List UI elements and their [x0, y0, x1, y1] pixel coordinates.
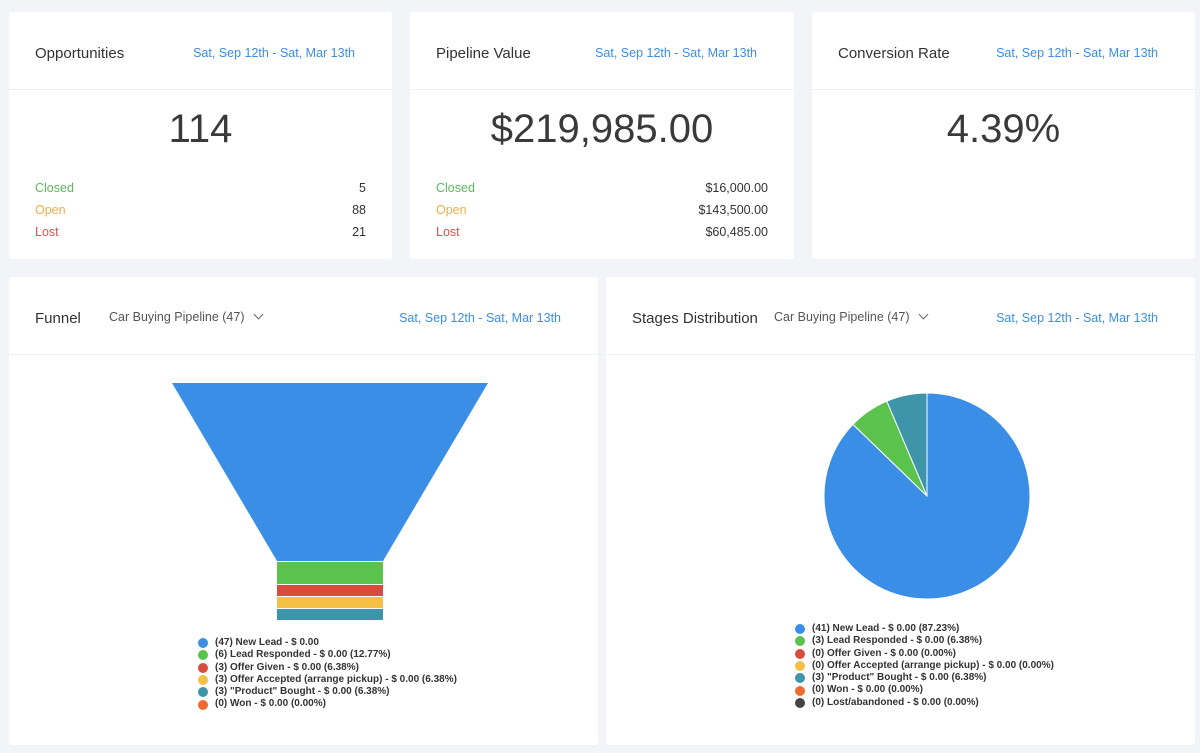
legend-dot-icon: [795, 673, 805, 684]
legend-label: (47) New Lead - $ 0.00: [215, 637, 319, 648]
stages-pie-chart: [823, 392, 1031, 600]
conversion-rate-date-range[interactable]: Sat, Sep 12th - Sat, Mar 13th: [996, 46, 1158, 60]
legend-dot-icon: [795, 697, 805, 708]
conversion-rate-card: Conversion Rate Sat, Sep 12th - Sat, Mar…: [812, 12, 1195, 259]
stages-title: Stages Distribution: [632, 310, 758, 327]
legend-dot-icon: [198, 675, 208, 686]
chevron-down-icon: [918, 309, 928, 320]
funnel-segment-2: [277, 585, 383, 596]
opportunities-stats: Closed 5 Open 88 Lost 21: [35, 177, 366, 243]
legend-item[interactable]: (3) "Product" Bought - $ 0.00 (6.38%): [795, 672, 1054, 684]
funnel-segment-1: [277, 562, 383, 584]
legend-label: (0) Won - $ 0.00 (0.00%): [812, 684, 923, 696]
lost-label: Lost: [35, 225, 59, 239]
legend-item[interactable]: (0) Offer Given - $ 0.00 (0.00%): [795, 648, 1054, 660]
legend-label: (3) "Product" Bought - $ 0.00 (6.38%): [812, 672, 987, 684]
conversion-rate-header: Conversion Rate Sat, Sep 12th - Sat, Mar…: [812, 12, 1195, 90]
open-label: Open: [35, 203, 66, 217]
legend-dot-icon: [795, 661, 805, 672]
legend-label: (3) Offer Given - $ 0.00 (6.38%): [215, 661, 359, 673]
opportunities-open-row: Open 88: [35, 199, 366, 221]
pipeline-value-title: Pipeline Value: [436, 45, 531, 62]
opportunities-closed-row: Closed 5: [35, 177, 366, 199]
legend-label: (0) Offer Given - $ 0.00 (0.00%): [812, 647, 956, 659]
legend-label: (3) Offer Accepted (arrange pickup) - $ …: [215, 673, 457, 685]
pipeline-value-stats: Closed $16,000.00 Open $143,500.00 Lost …: [436, 177, 768, 243]
funnel-pipeline-label: Car Buying Pipeline (47): [109, 310, 245, 324]
legend-item[interactable]: (47) New Lead - $ 0.00: [198, 637, 457, 649]
legend-dot-icon: [795, 636, 805, 647]
funnel-segment-3: [277, 597, 383, 608]
pipeline-closed-row: Closed $16,000.00: [436, 177, 768, 199]
legend-dot-icon: [198, 650, 208, 661]
legend-label: (0) Lost/abandoned - $ 0.00 (0.00%): [812, 696, 979, 708]
lost-value: $60,485.00: [705, 225, 768, 239]
legend-item[interactable]: (0) Won - $ 0.00 (0.00%): [795, 684, 1054, 696]
legend-item[interactable]: (3) Offer Accepted (arrange pickup) - $ …: [198, 674, 457, 686]
open-label: Open: [436, 203, 467, 217]
open-value: 88: [352, 203, 366, 217]
funnel-chart: [172, 383, 488, 620]
opportunities-card: Opportunities Sat, Sep 12th - Sat, Mar 1…: [9, 12, 392, 259]
lost-label: Lost: [436, 225, 460, 239]
closed-label: Closed: [35, 181, 74, 195]
pipeline-value-total: $219,985.00: [490, 107, 714, 151]
funnel-pipeline-select[interactable]: Car Buying Pipeline (47): [109, 309, 263, 324]
stages-pipeline-select[interactable]: Car Buying Pipeline (47): [774, 309, 928, 324]
chevron-down-icon: [253, 309, 263, 320]
legend-label: (41) New Lead - $ 0.00 (87.23%): [812, 623, 960, 634]
legend-label: (6) Lead Responded - $ 0.00 (12.77%): [215, 649, 391, 661]
legend-dot-icon: [198, 662, 208, 673]
funnel-segment-4: [277, 609, 383, 620]
opportunities-header: Opportunities Sat, Sep 12th - Sat, Mar 1…: [9, 12, 392, 90]
legend-item[interactable]: (3) Lead Responded - $ 0.00 (6.38%): [795, 635, 1054, 647]
funnel-title: Funnel: [35, 310, 81, 327]
pipeline-open-row: Open $143,500.00: [436, 199, 768, 221]
pipeline-value-header: Pipeline Value Sat, Sep 12th - Sat, Mar …: [410, 12, 794, 90]
closed-label: Closed: [436, 181, 475, 195]
stages-legend: (41) New Lead - $ 0.00 (87.23%) (3) Lead …: [795, 623, 1054, 709]
pie-slice-4: [886, 392, 928, 497]
funnel-card: Funnel Car Buying Pipeline (47) Sat, Sep…: [9, 277, 598, 745]
legend-label: (3) "Product" Bought - $ 0.00 (6.38%): [215, 686, 390, 698]
legend-item[interactable]: (3) "Product" Bought - $ 0.00 (6.38%): [198, 686, 457, 698]
opportunities-total: 114: [168, 107, 233, 151]
closed-value: $16,000.00: [705, 181, 768, 195]
stages-pipeline-label: Car Buying Pipeline (47): [774, 310, 910, 324]
legend-dot-icon: [198, 638, 208, 649]
legend-label: (0) Offer Accepted (arrange pickup) - $ …: [812, 659, 1054, 671]
legend-item[interactable]: (3) Offer Given - $ 0.00 (6.38%): [198, 662, 457, 674]
legend-dot-icon: [795, 648, 805, 659]
pipeline-value-card: Pipeline Value Sat, Sep 12th - Sat, Mar …: [410, 12, 794, 259]
legend-dot-icon: [795, 685, 805, 696]
pipeline-value-date-range[interactable]: Sat, Sep 12th - Sat, Mar 13th: [595, 46, 757, 60]
open-value: $143,500.00: [698, 203, 768, 217]
legend-label: (0) Won - $ 0.00 (0.00%): [215, 698, 326, 710]
opportunities-title: Opportunities: [35, 45, 125, 62]
closed-value: 5: [359, 181, 366, 195]
pipeline-lost-row: Lost $60,485.00: [436, 221, 768, 243]
legend-item[interactable]: (0) Won - $ 0.00 (0.00%): [198, 698, 457, 710]
legend-item[interactable]: (6) Lead Responded - $ 0.00 (12.77%): [198, 649, 457, 661]
funnel-segment-0: [172, 383, 488, 561]
stages-card: Stages Distribution Car Buying Pipeline …: [606, 277, 1195, 745]
funnel-legend: (47) New Lead - $ 0.00 (6) Lead Responded…: [198, 637, 457, 711]
funnel-header: Funnel Car Buying Pipeline (47) Sat, Sep…: [9, 277, 598, 355]
legend-label: (3) Lead Responded - $ 0.00 (6.38%): [812, 635, 983, 647]
opportunities-lost-row: Lost 21: [35, 221, 366, 243]
legend-item[interactable]: (0) Lost/abandoned - $ 0.00 (0.00%): [795, 697, 1054, 709]
conversion-rate-title: Conversion Rate: [838, 45, 950, 62]
legend-item[interactable]: (0) Offer Accepted (arrange pickup) - $ …: [795, 660, 1054, 672]
legend-dot-icon: [795, 624, 805, 635]
lost-value: 21: [352, 225, 366, 239]
legend-dot-icon: [198, 687, 208, 698]
funnel-date-range[interactable]: Sat, Sep 12th - Sat, Mar 13th: [399, 311, 561, 325]
legend-dot-icon: [198, 699, 208, 710]
opportunities-date-range[interactable]: Sat, Sep 12th - Sat, Mar 13th: [193, 46, 355, 60]
conversion-rate-total: 4.39%: [946, 107, 1061, 151]
stages-header: Stages Distribution Car Buying Pipeline …: [606, 277, 1195, 355]
stages-date-range[interactable]: Sat, Sep 12th - Sat, Mar 13th: [996, 311, 1158, 325]
legend-item[interactable]: (41) New Lead - $ 0.00 (87.23%): [795, 623, 1054, 635]
